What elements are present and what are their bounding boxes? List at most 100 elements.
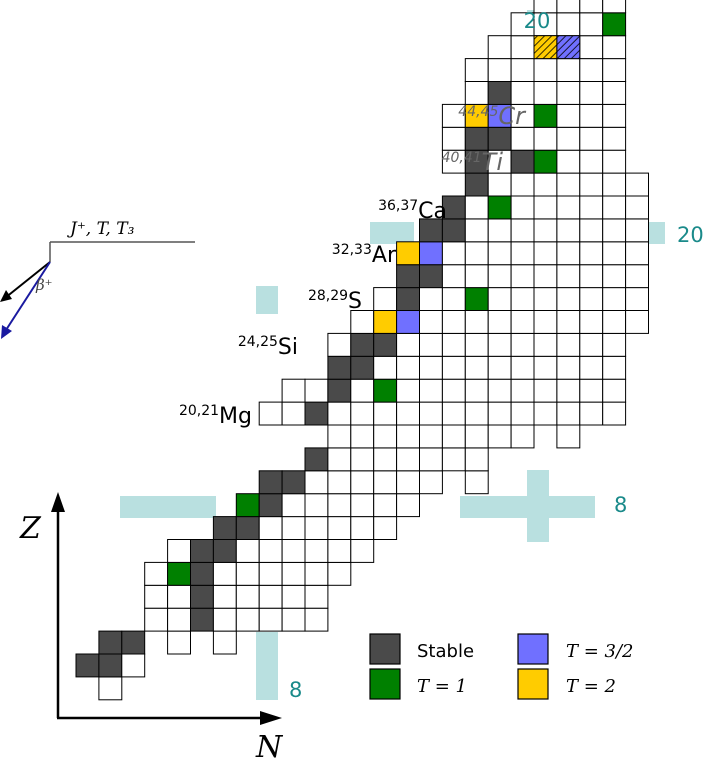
legend-swatch-t1 [369, 668, 401, 700]
nuclide-cell [510, 355, 535, 380]
nuclide-cell [350, 424, 375, 449]
z-axis-arrowhead [51, 492, 65, 512]
label-ca: 36,37Ca [378, 198, 447, 224]
nuclide-cell [510, 35, 535, 60]
nuclide-cell [212, 630, 237, 655]
nuclide-cell [464, 264, 489, 289]
z-axis-label: Z [19, 511, 42, 546]
nuclide-cell [464, 218, 489, 243]
nuclide-cell [556, 310, 581, 334]
nuclide-cell [579, 264, 604, 289]
nuclide-cell [464, 401, 489, 426]
nuclide-cell [281, 378, 306, 403]
nuclide-cell [304, 607, 329, 632]
nuclide-cell [258, 539, 283, 563]
nuclide-cell [510, 264, 535, 289]
nuclide-cell [373, 401, 398, 426]
nuclide-cell [533, 287, 558, 312]
nuclide-cell [602, 218, 627, 243]
nuclide-cell [441, 378, 466, 403]
nuclide-cell [487, 195, 512, 220]
nuclide-cell [304, 447, 329, 472]
band-n8-vertical [527, 470, 549, 542]
decay-scheme: J⁺, T, T₃ β⁺ [0, 219, 195, 339]
nuclide-cell [602, 195, 627, 220]
nuclide-cell [281, 584, 306, 609]
nuclide-cell [235, 516, 260, 540]
axes: Z N [19, 492, 284, 761]
legend-label-t2: T = 2 [566, 676, 616, 697]
decay-arrowhead-blue [1, 325, 12, 339]
nuclide-cell [258, 561, 283, 586]
nuclide-cell [464, 378, 489, 403]
nuclide-cell [510, 241, 535, 266]
nuclide-cell [212, 584, 237, 609]
nuclide-cell [579, 81, 604, 105]
nuclide-cell [419, 264, 443, 289]
nuclide-cell [350, 378, 375, 403]
nuclide-cell [556, 218, 581, 243]
nuclide-cell [556, 401, 581, 426]
label-ar-symbol: Ar [372, 243, 397, 268]
nuclide-cell [327, 355, 352, 380]
nuclide-cell [167, 539, 192, 563]
magic-20-top-label: 20 [524, 9, 551, 33]
nuclide-cell [487, 241, 512, 266]
nuclide-cell [258, 493, 283, 518]
nuclide-cell [556, 424, 581, 449]
nuclide-cell [579, 401, 604, 426]
nuclide-cell [533, 149, 558, 174]
nuclide-cell [625, 172, 649, 197]
nuclide-cell [190, 607, 214, 632]
nuclide-cell [144, 584, 169, 609]
nuclide-cell [327, 424, 352, 449]
nuclide-cell [579, 355, 604, 380]
nuclide-cell [441, 355, 466, 380]
nuclide-cell [327, 378, 352, 403]
nuclide-cell [487, 355, 512, 380]
nuclide-cell [556, 264, 581, 289]
nuclide-cell [235, 561, 260, 586]
nuclide-cell [419, 378, 443, 403]
label-cr-mass: 44,45 [458, 104, 498, 120]
nuclide-cell [464, 332, 489, 357]
nuclide-cell [602, 81, 627, 105]
nuclide-cell [441, 287, 466, 312]
nuclide-cell [556, 12, 581, 37]
nuclide-cell [487, 424, 512, 449]
nuclide-cell [579, 126, 604, 151]
nuclide-cell [533, 103, 558, 128]
nuclide-cell [98, 653, 123, 678]
nuclide-cell [419, 401, 443, 426]
nuclide-cell [579, 12, 604, 37]
label-s-mass: 28,29 [308, 288, 348, 304]
nuclide-cell [487, 126, 512, 151]
nuclide-cell [602, 0, 627, 14]
nuclide-cell [304, 516, 329, 540]
nuclide-cell [373, 287, 398, 312]
nuclide-cell [281, 470, 306, 495]
nuclide-cell [510, 378, 535, 403]
nuclide-cell [235, 493, 260, 518]
nuclide-cell [281, 561, 306, 586]
decay-arrow-blue [5, 261, 51, 331]
nuclide-cell [602, 287, 627, 312]
nuclide-cell [487, 172, 512, 197]
nuclide-cell [510, 126, 535, 151]
nuclide-cell [464, 172, 489, 197]
nuclide-cell [350, 332, 375, 357]
nuclide-cell [304, 401, 329, 426]
label-ti: 40,41Ti [442, 148, 504, 176]
nuclide-cell [625, 195, 649, 220]
decay-level-label: J⁺, T, T₃ [67, 219, 135, 239]
band-z16-left [256, 286, 278, 314]
nuclide-cell [556, 0, 581, 14]
nuclide-cell [556, 241, 581, 266]
nuclide-cell [533, 355, 558, 380]
nuclide-cell [167, 630, 192, 655]
decay-arrowhead-black [0, 290, 12, 302]
label-ti-mass: 40,41 [442, 150, 482, 166]
band-n8-bottom [256, 632, 278, 700]
label-mg-symbol: Mg [219, 404, 252, 429]
nuclide-cell [464, 58, 489, 82]
